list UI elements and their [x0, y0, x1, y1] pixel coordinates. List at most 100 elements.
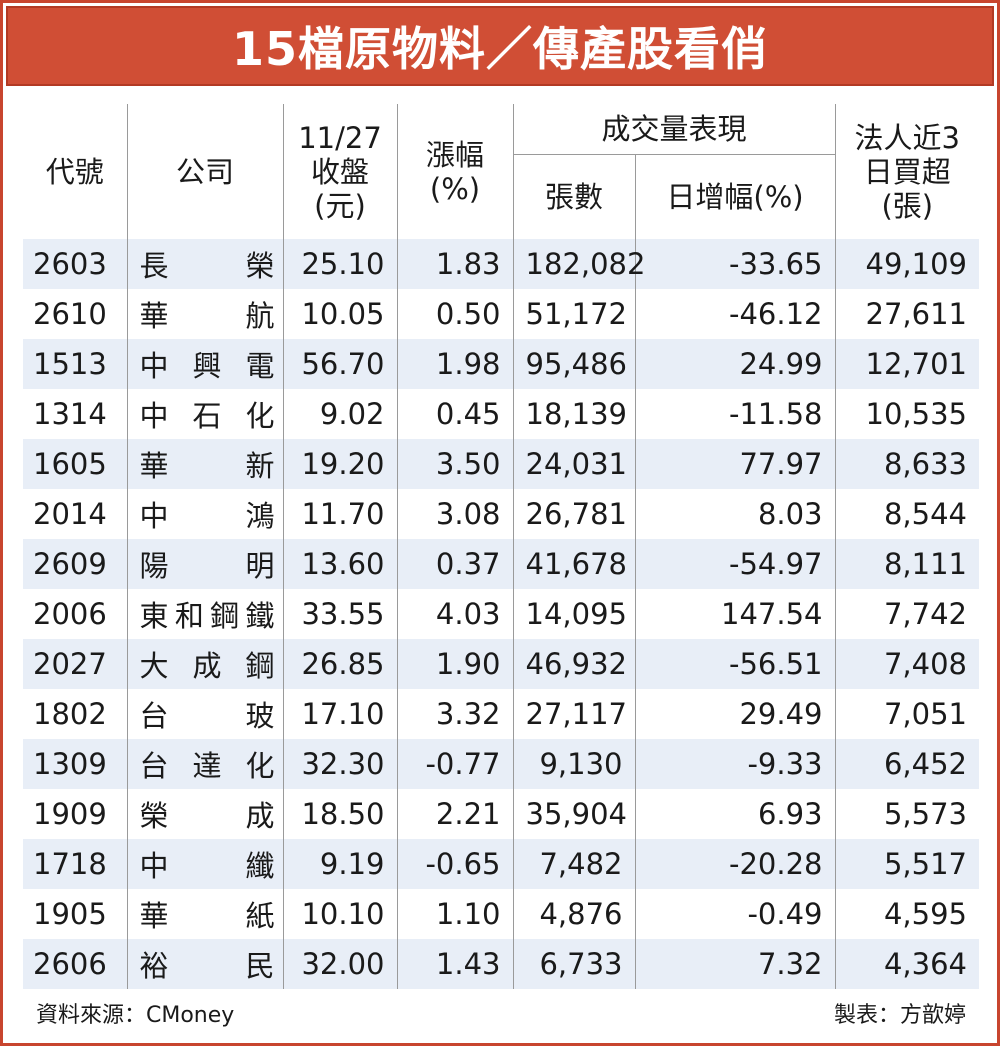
table-header: 代號 公司 11/27 收盤 (元) 漲幅 (%) 成交量表現 法人近3 日買超… [23, 104, 980, 239]
company-name-char: 裕 [139, 949, 169, 983]
cell-code: 1605 [23, 439, 127, 489]
cell-change: 0.45 [396, 389, 513, 439]
cell-change: 0.37 [396, 539, 513, 589]
cell-institutional: 8,544 [834, 489, 980, 539]
cell-close: 56.70 [282, 339, 397, 389]
cell-company: 榮成 [126, 789, 283, 839]
table-row: 1802 台玻 17.10 3.32 27,117 29.49 7,051 [23, 689, 980, 739]
cell-company: 中纖 [126, 839, 283, 889]
table-row: 2014 中鴻 11.70 3.08 26,781 8.03 8,544 [23, 489, 980, 539]
cell-institutional: 4,595 [834, 889, 980, 939]
cell-volume-daily-change: 29.49 [634, 689, 836, 739]
cell-close: 32.00 [282, 939, 397, 989]
cell-code: 2606 [23, 939, 127, 989]
cell-change: 1.90 [396, 639, 513, 689]
cell-change: 1.83 [396, 239, 513, 289]
cell-company: 長榮 [126, 239, 283, 289]
cell-company: 華航 [126, 289, 283, 339]
cell-volume-daily-change: 7.32 [634, 939, 836, 989]
cell-volume-daily-change: -11.58 [634, 389, 836, 439]
company-name-char: 民 [245, 949, 275, 983]
company-name-char: 興 [192, 349, 222, 383]
cell-close: 9.19 [282, 839, 397, 889]
company-name: 華航 [140, 293, 275, 335]
header-change-unit: (%) [429, 171, 481, 206]
cell-company: 東和鋼鐵 [126, 589, 283, 639]
table-body: 2603 長榮 25.10 1.83 182,082 -33.65 49,109 2610 華航… [23, 239, 980, 989]
company-name-char: 玻 [245, 699, 275, 733]
cell-volume-lots: 182,082 [512, 239, 645, 289]
company-name: 中鴻 [140, 493, 275, 535]
header-institutional: 法人近3 日買超 (張) [834, 104, 980, 239]
cell-volume-lots: 18,139 [512, 389, 635, 439]
company-name-char: 華 [139, 299, 169, 333]
source-note: 資料來源：CMoney [36, 1003, 235, 1028]
table-row: 2610 華航 10.05 0.50 51,172 -46.12 27,611 [23, 289, 980, 339]
company-name: 中興電 [140, 343, 275, 385]
cell-company: 華新 [126, 439, 283, 489]
cell-change: 1.10 [396, 889, 513, 939]
header-volume-daily-change: 日增幅(%) [634, 154, 836, 239]
cell-volume-lots: 41,678 [512, 539, 635, 589]
cell-volume-lots: 9,130 [512, 739, 635, 789]
company-name-char: 中 [139, 499, 169, 533]
company-name: 榮成 [140, 793, 275, 835]
cell-volume-daily-change: 6.93 [634, 789, 836, 839]
company-name-char: 明 [245, 549, 275, 583]
cell-close: 26.85 [282, 639, 397, 689]
company-name: 東和鋼鐵 [140, 593, 275, 635]
cell-volume-lots: 27,117 [512, 689, 635, 739]
cell-close: 33.55 [282, 589, 397, 639]
cell-volume-lots: 24,031 [512, 439, 635, 489]
cell-volume-daily-change: 24.99 [634, 339, 836, 389]
page-title: 15檔原物料／傳產股看俏 [231, 22, 768, 76]
company-name-char: 東 [139, 599, 169, 633]
cell-company: 中石化 [126, 389, 283, 439]
cell-volume-daily-change: -46.12 [634, 289, 836, 339]
cell-volume-daily-change: -0.49 [634, 889, 836, 939]
cell-change: -0.65 [396, 839, 513, 889]
cell-code: 1314 [23, 389, 127, 439]
title-bar: 15檔原物料／傳產股看俏 [6, 6, 994, 86]
cell-code: 1802 [23, 689, 127, 739]
company-name-char: 鐵 [245, 599, 275, 633]
company-name-char: 華 [139, 449, 169, 483]
cell-volume-lots: 35,904 [512, 789, 635, 839]
cell-institutional: 4,364 [834, 939, 980, 989]
company-name-char: 大 [139, 649, 169, 683]
company-name-char: 鋼 [210, 599, 240, 633]
table-row: 2609 陽明 13.60 0.37 41,678 -54.97 8,111 [23, 539, 980, 589]
company-name: 華新 [140, 443, 275, 485]
cell-close: 11.70 [282, 489, 397, 539]
cell-institutional: 5,573 [834, 789, 980, 839]
header-change-label: 漲幅 [425, 137, 484, 172]
cell-code: 2610 [23, 289, 127, 339]
cell-volume-daily-change: 8.03 [634, 489, 836, 539]
cell-company: 台達化 [126, 739, 283, 789]
company-name-char: 紙 [245, 899, 275, 933]
company-name-char: 新 [245, 449, 275, 483]
cell-institutional: 8,633 [834, 439, 980, 489]
cell-close: 13.60 [282, 539, 397, 589]
cell-volume-daily-change: -9.33 [634, 739, 836, 789]
cell-institutional: 7,051 [834, 689, 980, 739]
cell-change: 3.32 [396, 689, 513, 739]
cell-institutional: 7,742 [834, 589, 980, 639]
table-row: 1513 中興電 56.70 1.98 95,486 24.99 12,701 [23, 339, 980, 389]
company-name: 裕民 [140, 943, 275, 985]
company-name: 長榮 [140, 243, 275, 285]
cell-volume-daily-change: 147.54 [634, 589, 836, 639]
table-row: 2006 東和鋼鐵 33.55 4.03 14,095 147.54 7,742 [23, 589, 980, 639]
cell-change: 4.03 [396, 589, 513, 639]
header-volume-group: 成交量表現 [512, 104, 836, 155]
cell-volume-daily-change: 77.97 [634, 439, 836, 489]
cell-code: 2027 [23, 639, 127, 689]
header-close: 11/27 收盤 (元) [282, 104, 397, 239]
cell-company: 大成鋼 [126, 639, 283, 689]
cell-code: 1718 [23, 839, 127, 889]
header-code: 代號 [45, 154, 104, 189]
company-name-char: 纖 [245, 849, 275, 883]
company-name-char: 石 [192, 399, 222, 433]
cell-company: 陽明 [126, 539, 283, 589]
header-company: 公司 [126, 104, 283, 239]
